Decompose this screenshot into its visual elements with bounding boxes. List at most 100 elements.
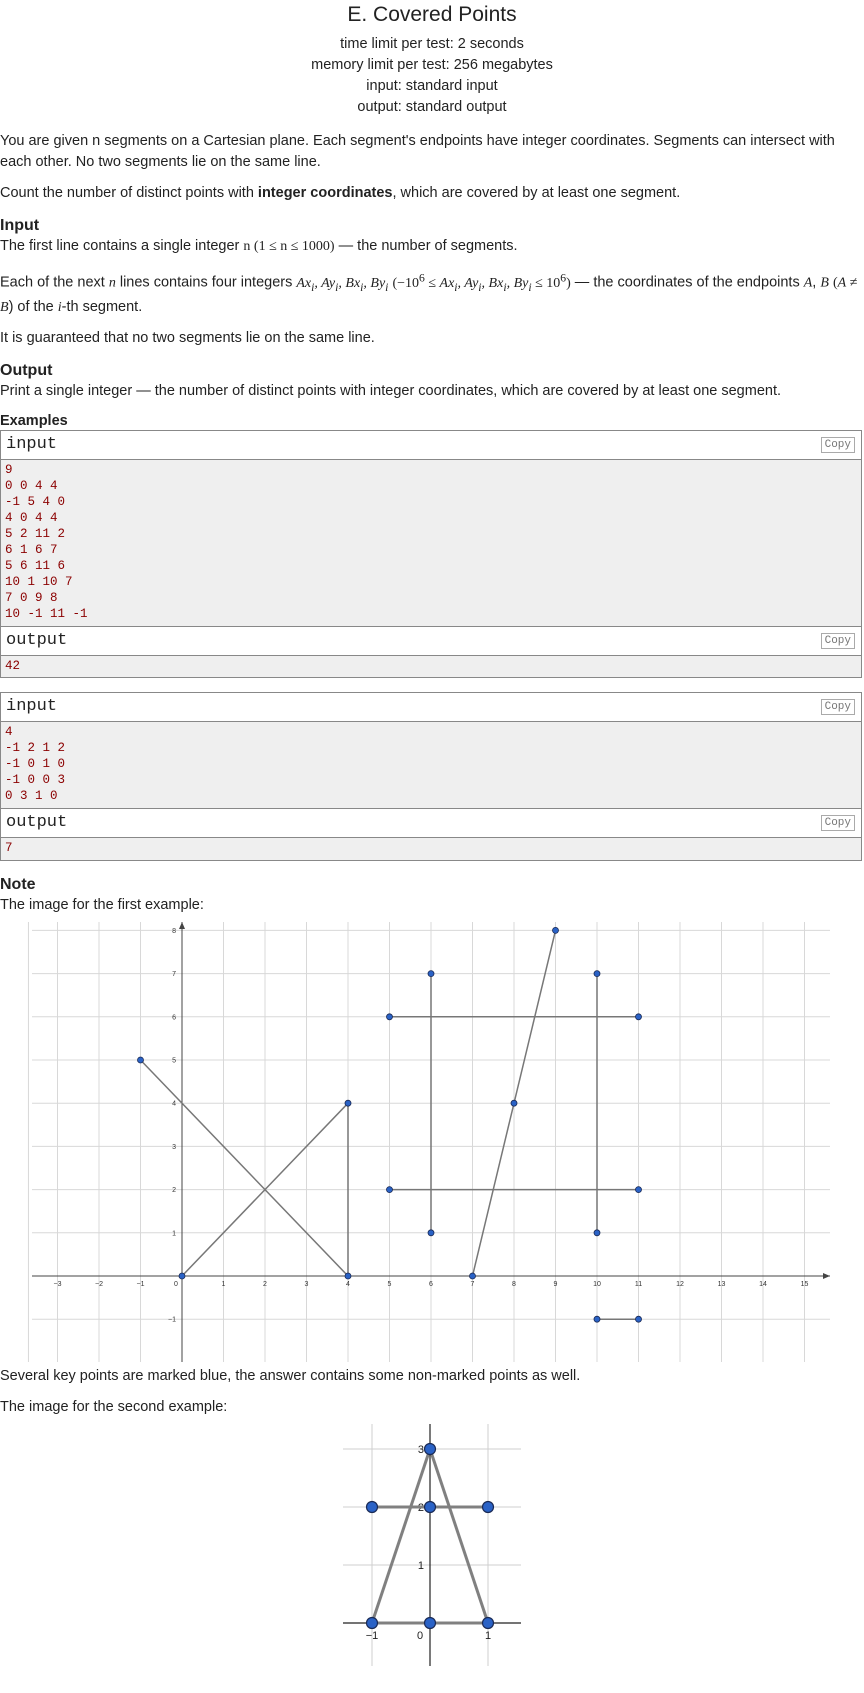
input-label: input: [6, 435, 58, 455]
input-line-1: The first line contains a single integer…: [0, 236, 864, 257]
x-tick-label: 4: [346, 1281, 350, 1288]
point-marker: [423, 1616, 437, 1629]
x-tick-label: −3: [54, 1281, 62, 1288]
x-tick-label: 13: [718, 1281, 726, 1288]
y-tick-label: −1: [168, 1317, 176, 1324]
input-heading: Input: [0, 217, 40, 234]
x-tick-label: 12: [676, 1281, 684, 1288]
input-text-2d: ) of the: [8, 299, 58, 316]
y-tick-label: 5: [172, 1057, 176, 1064]
copy-button[interactable]: Copy: [820, 632, 855, 649]
example-1-input-header: input Copy: [1, 431, 861, 461]
point-marker: [469, 1272, 476, 1280]
y-tick-label: 3: [172, 1144, 176, 1151]
input-math-coords: Axi, Ayi, Bxi, Byi: [296, 275, 389, 294]
input-text-2a: Each of the next: [0, 274, 109, 291]
x-tick-label: 2: [263, 1281, 267, 1288]
point-marker: [423, 1500, 437, 1513]
example-1: input Copy 9 0 0 4 4 -1 5 4 0 4 0 4 4 5 …: [0, 430, 862, 679]
input-text-2c: — the coordinates of the endpoints: [570, 274, 804, 291]
point-marker: [593, 1315, 601, 1323]
statement-text-1: You are given n segments on a Cartesian …: [0, 133, 835, 170]
note-heading: Note: [0, 875, 36, 893]
y-tick-label: 3: [418, 1444, 424, 1456]
input-math-b: B: [820, 275, 829, 291]
segment: [370, 1448, 432, 1624]
input-math-i: i: [57, 300, 62, 316]
y-tick-label: 6: [172, 1014, 176, 1021]
problem-limits: time limit per test: 2 seconds memory li…: [0, 34, 864, 118]
input-text-1b: — the number of segments.: [334, 238, 518, 254]
x-tick-label: 1: [222, 1281, 226, 1288]
copy-button[interactable]: Copy: [820, 814, 855, 831]
input-text-2e: -th segment.: [61, 299, 143, 316]
input-line-3: It is guaranteed that no two segments li…: [0, 330, 375, 347]
note-line-3: The image for the second example:: [0, 1398, 228, 1415]
point-marker: [635, 1315, 642, 1323]
x-tick-label: −1: [137, 1281, 145, 1288]
point-marker: [593, 970, 601, 977]
point-marker: [593, 1229, 601, 1237]
example-2-input[interactable]: 4 -1 2 1 2 -1 0 1 0 -1 0 0 3 0 3 1 0: [1, 722, 861, 808]
x-tick-label: 0: [417, 1630, 423, 1642]
statement-bold: integer coordinates: [257, 185, 393, 201]
output-heading: Output: [0, 362, 53, 380]
x-tick-label: 9: [554, 1281, 558, 1288]
y-tick-label: 8: [172, 928, 176, 935]
x-tick-label: 0: [174, 1281, 178, 1288]
input-math-neq: (A ≠ B: [0, 275, 858, 316]
point-marker: [427, 970, 435, 977]
example-1-output[interactable]: 42: [1, 655, 861, 678]
y-tick-label: 2: [172, 1187, 176, 1194]
input-label: input: [6, 697, 58, 717]
figure-2-plot: −101123: [343, 1423, 521, 1666]
x-tick-label: 5: [388, 1281, 392, 1288]
y-tick-label: 4: [172, 1101, 176, 1108]
problem-title: E. Covered Points: [347, 3, 517, 26]
x-tick-label: 15: [801, 1281, 809, 1288]
example-2-output[interactable]: 7: [1, 837, 861, 860]
statement-text-2a: Count the number of distinct points with: [0, 185, 258, 201]
x-tick-label: 8: [512, 1281, 516, 1288]
time-limit: time limit per test: 2 seconds: [340, 36, 524, 52]
y-tick-label: 1: [418, 1560, 424, 1572]
point-marker: [552, 926, 559, 934]
point-marker: [344, 1272, 352, 1280]
point-marker: [423, 1442, 437, 1455]
input-text-2b: lines contains four integers: [115, 274, 297, 291]
input-file: input: standard input: [366, 78, 498, 94]
point-marker: [365, 1616, 379, 1629]
x-tick-label: 1: [485, 1630, 491, 1642]
input-line-2: Each of the next n lines contains four i…: [0, 271, 858, 316]
y-axis-arrow: [179, 921, 185, 929]
point-marker: [365, 1500, 379, 1513]
example-1-input[interactable]: 9 0 0 4 4 -1 5 4 0 4 0 4 4 5 2 11 2 6 1 …: [1, 460, 861, 626]
point-marker: [137, 1056, 144, 1064]
example-2-output-header: output Copy: [1, 807, 861, 838]
note-line-1: The image for the first example:: [0, 896, 204, 913]
input-math-1: n (1 ≤ n ≤ 1000): [243, 239, 335, 254]
point-marker: [427, 1229, 435, 1237]
point-marker: [178, 1272, 186, 1280]
x-tick-label: 6: [429, 1281, 433, 1288]
segment: [428, 1448, 490, 1624]
point-marker: [481, 1500, 495, 1513]
point-marker: [344, 1099, 352, 1107]
copy-button[interactable]: Copy: [820, 699, 855, 716]
input-math-range: (−106 ≤ Axi, Ayi, Bxi, Byi ≤ 106): [392, 271, 571, 294]
x-axis-arrow: [823, 1272, 830, 1279]
example-2: input Copy 4 -1 2 1 2 -1 0 1 0 -1 0 0 3 …: [0, 692, 862, 861]
statement-paragraph-2: Count the number of distinct points with…: [0, 183, 864, 204]
output-file: output: standard output: [357, 99, 507, 115]
point-marker: [386, 1186, 393, 1193]
statement-text-2b: , which are covered by at least one segm…: [392, 185, 681, 201]
example-2-input-header: input Copy: [1, 693, 861, 723]
example-1-output-header: output Copy: [1, 625, 861, 656]
copy-button[interactable]: Copy: [820, 437, 855, 454]
output-line: Print a single integer — the number of d…: [0, 383, 782, 400]
point-marker: [510, 1099, 518, 1107]
output-label: output: [6, 812, 68, 832]
x-tick-label: 11: [635, 1281, 642, 1288]
input-math-n: n: [108, 275, 116, 291]
